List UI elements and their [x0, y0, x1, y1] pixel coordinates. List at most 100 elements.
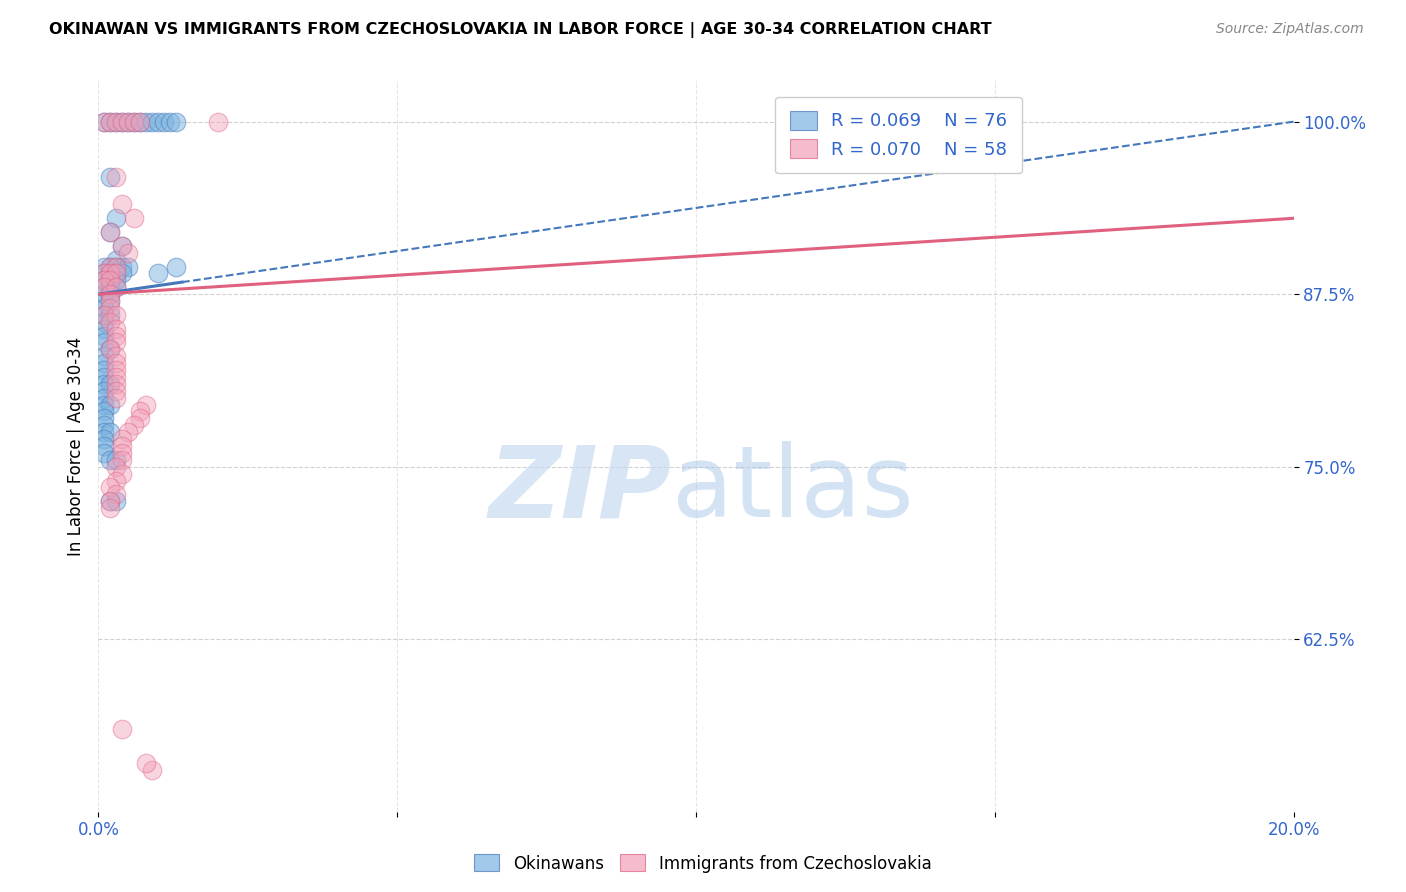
Point: [93, 349, 115, 363]
Point: [111, 432, 134, 446]
Text: ZIP: ZIP: [489, 442, 672, 539]
Point: [98, 294, 122, 309]
Point: [93, 328, 115, 343]
Point: [98, 494, 122, 508]
Point: [98, 267, 122, 281]
Point: [105, 335, 128, 350]
Point: [98, 452, 122, 467]
Point: [105, 363, 128, 377]
Point: [165, 260, 187, 274]
Point: [93, 308, 115, 322]
Point: [111, 239, 134, 253]
Point: [93, 273, 115, 287]
Point: [93, 370, 115, 384]
Point: [93, 260, 115, 274]
Point: [98, 425, 122, 440]
Point: [93, 280, 115, 294]
Point: [93, 335, 115, 350]
Point: [93, 114, 115, 128]
Point: [117, 260, 139, 274]
Point: [98, 260, 122, 274]
Point: [105, 328, 128, 343]
Text: atlas: atlas: [672, 442, 914, 539]
Point: [98, 267, 122, 281]
Point: [105, 474, 128, 488]
Point: [105, 252, 128, 267]
Point: [105, 260, 128, 274]
Point: [98, 294, 122, 309]
Point: [129, 404, 152, 418]
Point: [105, 280, 128, 294]
Point: [93, 267, 115, 281]
Point: [93, 315, 115, 329]
Point: [124, 114, 146, 128]
Point: [117, 114, 139, 128]
Point: [124, 211, 146, 226]
Point: [105, 376, 128, 391]
Point: [93, 321, 115, 335]
Point: [141, 114, 163, 128]
Point: [93, 404, 115, 418]
Point: [98, 315, 122, 329]
Point: [135, 114, 157, 128]
Legend: Okinawans, Immigrants from Czechoslovakia: Okinawans, Immigrants from Czechoslovaki…: [468, 847, 938, 880]
Point: [98, 308, 122, 322]
Y-axis label: In Labor Force | Age 30-34: In Labor Force | Age 30-34: [66, 336, 84, 556]
Point: [111, 197, 134, 211]
Point: [105, 384, 128, 398]
Legend: R = 0.069    N = 76, R = 0.070    N = 58: R = 0.069 N = 76, R = 0.070 N = 58: [775, 96, 1022, 173]
Point: [93, 114, 115, 128]
Point: [105, 260, 128, 274]
Text: OKINAWAN VS IMMIGRANTS FROM CZECHOSLOVAKIA IN LABOR FORCE | AGE 30-34 CORRELATIO: OKINAWAN VS IMMIGRANTS FROM CZECHOSLOVAK…: [49, 22, 991, 38]
Point: [124, 114, 146, 128]
Point: [93, 384, 115, 398]
Point: [135, 398, 157, 412]
Point: [93, 376, 115, 391]
Point: [98, 494, 122, 508]
Point: [98, 287, 122, 301]
Point: [98, 273, 122, 287]
Point: [117, 425, 139, 440]
Point: [93, 363, 115, 377]
Point: [148, 114, 170, 128]
Point: [98, 273, 122, 287]
Point: [98, 376, 122, 391]
Point: [129, 114, 152, 128]
Point: [105, 391, 128, 405]
Point: [141, 764, 163, 778]
Point: [111, 267, 134, 281]
Point: [93, 439, 115, 453]
Point: [93, 425, 115, 440]
Point: [93, 418, 115, 433]
Point: [105, 356, 128, 370]
Point: [111, 467, 134, 481]
Point: [105, 308, 128, 322]
Point: [93, 432, 115, 446]
Point: [129, 114, 152, 128]
Point: [98, 114, 122, 128]
Point: [105, 487, 128, 501]
Point: [105, 321, 128, 335]
Point: [135, 756, 157, 771]
Point: [98, 287, 122, 301]
Point: [105, 267, 128, 281]
Point: [98, 480, 122, 494]
Point: [98, 225, 122, 239]
Point: [93, 273, 115, 287]
Point: [98, 225, 122, 239]
Point: [93, 398, 115, 412]
Point: [93, 308, 115, 322]
Point: [117, 114, 139, 128]
Point: [148, 267, 170, 281]
Point: [98, 301, 122, 315]
Point: [98, 501, 122, 516]
Point: [111, 446, 134, 460]
Point: [105, 169, 128, 184]
Point: [98, 343, 122, 357]
Point: [93, 356, 115, 370]
Point: [93, 391, 115, 405]
Point: [105, 280, 128, 294]
Point: [111, 114, 134, 128]
Point: [93, 287, 115, 301]
Point: [111, 722, 134, 736]
